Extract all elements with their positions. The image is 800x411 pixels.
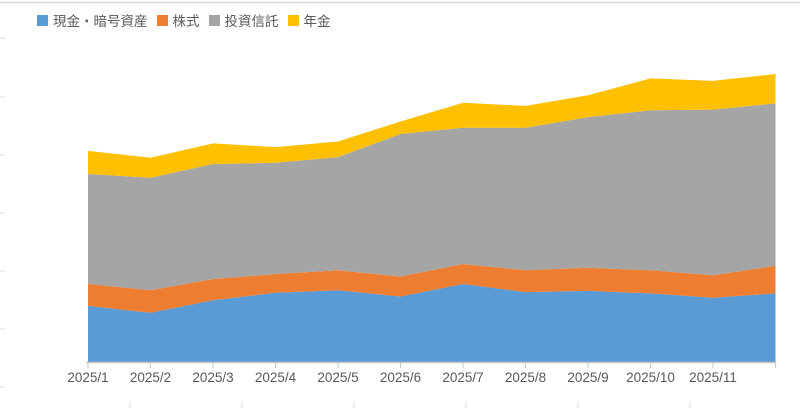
legend-swatch-icon bbox=[287, 14, 299, 26]
legend-item-0[interactable]: 現金・暗号資産 bbox=[37, 10, 148, 30]
legend-swatch-icon bbox=[156, 14, 168, 26]
legend-swatch-icon bbox=[208, 14, 220, 26]
legend-item-1[interactable]: 株式 bbox=[156, 10, 200, 30]
area-series-1[interactable] bbox=[88, 264, 776, 313]
area-series-0[interactable] bbox=[88, 284, 776, 363]
x-axis-label-2025-7: 2025/7 bbox=[442, 370, 483, 385]
x-axis-label-2025-9: 2025/9 bbox=[567, 370, 608, 385]
x-axis-label-2025-2: 2025/2 bbox=[130, 370, 171, 385]
area-series-3[interactable] bbox=[88, 74, 776, 178]
chart-legend: 現金・暗号資産 株式 投資信託 年金 bbox=[37, 10, 331, 30]
x-axis-label-2025-1: 2025/1 bbox=[67, 370, 108, 385]
legend-label: 株式 bbox=[172, 14, 200, 29]
x-axis-label-2025-5: 2025/5 bbox=[317, 370, 358, 385]
x-axis-label-2025-4: 2025/4 bbox=[255, 370, 297, 385]
x-axis-label-2025-3: 2025/3 bbox=[192, 370, 233, 385]
area-series-2[interactable] bbox=[88, 103, 776, 291]
x-axis-label-2025-6: 2025/6 bbox=[380, 370, 421, 385]
legend-label: 投資信託 bbox=[224, 14, 279, 29]
legend-label: 年金 bbox=[303, 14, 331, 29]
x-axis-label-2025-8: 2025/8 bbox=[505, 370, 546, 385]
x-axis-label-2025-10: 2025/10 bbox=[626, 370, 675, 385]
legend-item-2[interactable]: 投資信託 bbox=[208, 10, 279, 30]
legend-swatch-icon bbox=[37, 14, 48, 26]
legend-item-3[interactable]: 年金 bbox=[287, 10, 331, 30]
legend-label: 現金・暗号資産 bbox=[53, 14, 148, 29]
x-axis-label-2025-11: 2025/11 bbox=[689, 370, 737, 385]
